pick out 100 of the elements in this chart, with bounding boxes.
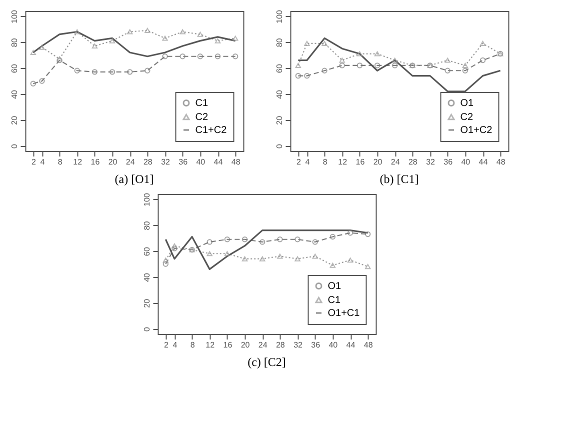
x-tick-label: 2 xyxy=(164,340,169,350)
point xyxy=(224,236,230,242)
y-tick-label: 80 xyxy=(142,220,152,230)
point xyxy=(214,38,221,44)
x-tick-label: 44 xyxy=(478,158,488,166)
point xyxy=(304,72,310,79)
x-tick-label: 20 xyxy=(108,158,118,166)
point xyxy=(312,254,318,259)
point xyxy=(74,68,80,74)
x-tick-label: 24 xyxy=(390,158,400,166)
y-tick-label: 60 xyxy=(10,64,19,73)
point xyxy=(92,69,98,75)
point xyxy=(312,239,318,245)
point xyxy=(172,246,178,252)
legend-label: O1 xyxy=(328,281,342,292)
y-tick-label: 0 xyxy=(274,144,284,149)
x-tick-label: 24 xyxy=(126,158,136,166)
y-tick-label: 100 xyxy=(10,9,19,24)
point xyxy=(206,239,212,245)
point xyxy=(294,256,300,262)
point xyxy=(162,261,169,267)
point xyxy=(480,57,486,64)
x-tick-label: 12 xyxy=(73,158,83,166)
point xyxy=(109,69,116,75)
point xyxy=(92,43,98,49)
point xyxy=(232,36,238,41)
x-tick-label: 48 xyxy=(496,158,506,166)
x-tick-label: 36 xyxy=(444,158,454,166)
legend-label: C2 xyxy=(460,112,474,123)
point xyxy=(162,54,168,60)
point xyxy=(347,230,354,236)
x-tick-label: 28 xyxy=(408,158,418,166)
point xyxy=(214,54,221,60)
point xyxy=(277,254,283,259)
legend-label: C1 xyxy=(195,98,208,109)
point xyxy=(364,231,371,238)
x-tick-label: 48 xyxy=(364,340,374,350)
point xyxy=(339,58,345,63)
point xyxy=(109,38,116,44)
x-tick-label: 28 xyxy=(143,158,153,166)
x-tick-label: 28 xyxy=(276,340,286,350)
point xyxy=(294,236,300,242)
x-tick-label: 20 xyxy=(373,158,383,166)
x-tick-label: 40 xyxy=(461,158,471,166)
point xyxy=(462,68,468,74)
x-tick-label: 20 xyxy=(240,340,250,350)
x-tick-label: 44 xyxy=(214,158,224,166)
y-tick-label: 0 xyxy=(10,144,19,149)
y-tick-label: 80 xyxy=(274,38,284,48)
y-tick-label: 40 xyxy=(142,272,152,282)
x-tick-label: 4 xyxy=(305,158,310,166)
point xyxy=(39,78,45,84)
point xyxy=(444,58,450,63)
point xyxy=(356,51,363,56)
point xyxy=(444,68,450,74)
point xyxy=(356,62,363,68)
point xyxy=(162,258,169,263)
point xyxy=(224,251,230,256)
point xyxy=(172,243,178,248)
point xyxy=(197,54,204,60)
y-tick-label: 0 xyxy=(142,326,152,332)
legend-label: C2 xyxy=(195,112,208,123)
x-tick-label: 16 xyxy=(90,158,100,166)
x-tick-label: 12 xyxy=(206,340,216,350)
point xyxy=(180,29,186,34)
point xyxy=(322,40,328,46)
y-tick-label: 40 xyxy=(274,89,284,99)
point xyxy=(462,62,468,68)
text: (c) [C2] xyxy=(248,355,286,369)
point xyxy=(347,258,354,263)
point xyxy=(330,234,336,240)
point xyxy=(392,58,398,63)
y-tick-label: 100 xyxy=(274,9,284,24)
x-tick-label: 32 xyxy=(161,158,171,166)
point xyxy=(330,262,336,268)
x-tick-label: 4 xyxy=(172,340,178,350)
y-tick-label: 80 xyxy=(10,38,19,48)
point xyxy=(206,251,212,256)
x-tick-label: 8 xyxy=(190,340,196,350)
point xyxy=(295,72,302,79)
point xyxy=(242,256,248,262)
point xyxy=(260,256,266,262)
point xyxy=(74,29,80,34)
text: (a) [O1] xyxy=(114,172,154,186)
x-tick-label: 32 xyxy=(294,340,304,350)
point xyxy=(144,28,150,33)
y-tick-label: 20 xyxy=(10,115,19,125)
x-tick-label: 16 xyxy=(223,340,233,350)
point xyxy=(30,50,36,56)
x-tick-label: 40 xyxy=(328,340,338,350)
x-tick-label: 16 xyxy=(356,158,366,166)
x-tick-label: 2 xyxy=(296,158,302,166)
y-tick-label: 60 xyxy=(142,246,152,256)
x-tick-label: 40 xyxy=(196,158,206,166)
point xyxy=(127,69,133,75)
point xyxy=(180,54,186,60)
point xyxy=(144,68,150,74)
legend-label: O1+C1 xyxy=(328,308,360,319)
point xyxy=(277,236,283,242)
y-tick-label: 20 xyxy=(274,115,284,125)
